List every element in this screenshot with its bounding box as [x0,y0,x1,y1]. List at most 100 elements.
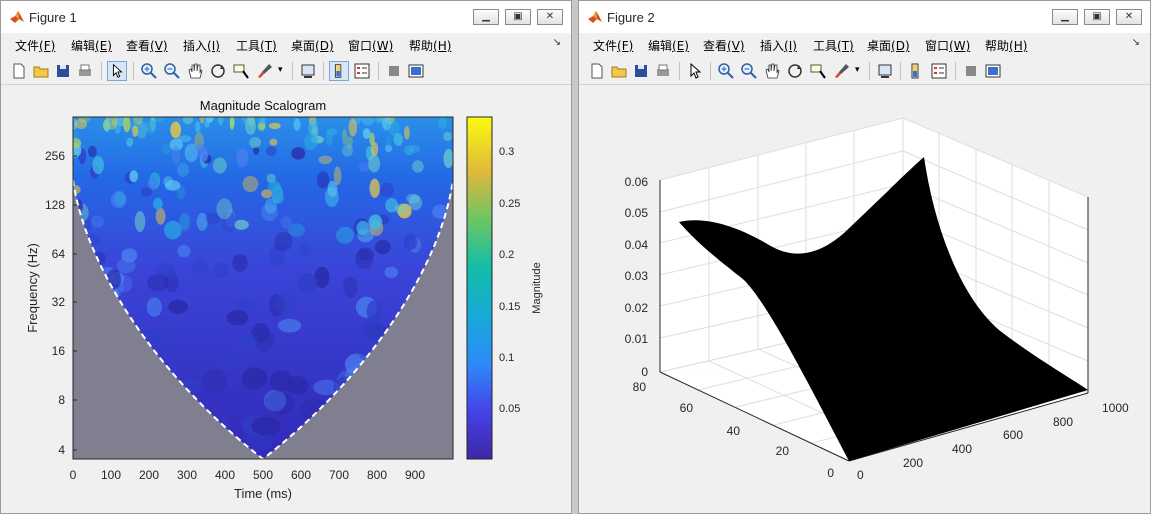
scalogram-blob [404,145,414,156]
legend-icon[interactable] [929,61,949,81]
menu-insert[interactable]: 插入(I) [760,39,797,53]
y-axis-label: Frequency (Hz) [25,243,40,333]
link-plot-icon[interactable] [298,61,318,81]
legend-icon[interactable] [352,61,372,81]
scalogram-blob [177,244,191,258]
scalogram-blob [176,185,186,200]
scalogram-blob [129,170,138,183]
minimize-button[interactable]: ▁ [473,9,499,25]
scalogram-blob [242,175,259,193]
print-icon[interactable] [653,61,673,81]
close-button[interactable]: ✕ [1116,9,1142,25]
edit-plot-button[interactable] [107,61,127,81]
maximize-button[interactable]: ▣ [1084,9,1110,25]
brush-dropdown-icon[interactable]: ▾ [855,65,860,75]
scalogram-blob [199,117,205,124]
link-plot-icon[interactable] [875,61,895,81]
scalogram-blob [249,137,261,148]
data-cursor-icon[interactable] [808,61,828,81]
menu-insert[interactable]: 插入(I) [183,39,220,53]
colorbar-button[interactable] [329,61,349,81]
zoom-out-icon[interactable] [162,61,182,81]
scalogram-blob [156,263,176,277]
scalogram-blob [385,135,392,147]
brush-icon[interactable] [832,61,852,81]
brush-dropdown-icon[interactable]: ▾ [278,65,283,75]
pan-icon[interactable] [762,61,782,81]
y-tick-label: 8 [58,393,65,407]
scalogram-blob [184,143,199,163]
menu-tools[interactable]: 工具(T) [236,39,277,53]
menu-dock-icon[interactable]: ↘ [1131,37,1140,48]
zoom-in-icon[interactable] [139,61,159,81]
hide-plot-tools-icon[interactable] [961,61,981,81]
menu-desktop[interactable]: 桌面(D) [291,39,334,53]
title-bar[interactable]: Figure 2 ▁ ▣ ✕ [579,1,1150,33]
scalogram-blob [226,310,249,326]
scalogram-blob [232,297,254,315]
scalogram-blob [225,209,236,228]
menu-dock-icon[interactable]: ↘ [552,37,561,48]
menu-help[interactable]: 帮助(H) [409,39,452,53]
menu-view[interactable]: 查看(V) [703,39,745,53]
scalogram-blob [397,203,412,219]
scalogram-blob [202,368,228,394]
menu-window[interactable]: 窗口(W) [925,39,971,53]
menu-file[interactable]: 文件(F) [15,39,56,53]
save-icon[interactable] [631,61,651,81]
scalogram-blob [237,333,257,350]
scalogram-blob [164,220,182,240]
colorbar[interactable] [466,116,493,460]
menu-edit[interactable]: 编辑(E) [71,39,112,53]
show-plot-tools-icon[interactable] [406,61,426,81]
zoom-in-icon[interactable] [716,61,736,81]
axes-box [72,116,454,460]
colorbar-icon[interactable] [906,61,926,81]
menu-help[interactable]: 帮助(H) [985,39,1028,53]
new-figure-icon[interactable] [587,61,607,81]
surface-mesh[interactable] [679,157,1088,461]
scalogram-blob [134,211,146,232]
z-tick-label: 0.03 [625,269,649,283]
pan-icon[interactable] [185,61,205,81]
rotate-3d-icon[interactable] [785,61,805,81]
save-icon[interactable] [53,61,73,81]
hide-plot-tools-icon[interactable] [384,61,404,81]
z-tick-label: 0.04 [625,238,649,252]
title-bar[interactable]: Figure 1 ▁ ▣ ✕ [1,1,571,33]
open-file-icon[interactable] [31,61,51,81]
menu-view[interactable]: 查看(V) [126,39,168,53]
x-tick-label: 300 [177,468,197,482]
scalogram-blob [162,144,172,155]
scalogram-blob [218,117,224,126]
menu-window[interactable]: 窗口(W) [348,39,394,53]
scalogram-blob [204,119,210,128]
colorbar-tick-label: 0.2 [499,249,514,261]
scalogram-blob [274,231,293,252]
rotate-3d-icon[interactable] [208,61,228,81]
zoom-out-icon[interactable] [739,61,759,81]
open-file-icon[interactable] [609,61,629,81]
scalogram-blob [261,203,278,221]
z-tick-label: 0 [641,365,648,379]
menu-tools[interactable]: 工具(T) [813,39,854,53]
menu-file[interactable]: 文件(F) [593,39,634,53]
print-icon[interactable] [75,61,95,81]
maximize-button[interactable]: ▣ [505,9,531,25]
menu-desktop[interactable]: 桌面(D) [867,39,910,53]
scalogram-blob [443,131,452,142]
minimize-button[interactable]: ▁ [1052,9,1078,25]
menu-edit[interactable]: 编辑(E) [648,39,689,53]
data-cursor-icon[interactable] [231,61,251,81]
x-tick-label: 900 [405,468,425,482]
scalogram-blob [257,121,266,131]
show-plot-tools-icon[interactable] [983,61,1003,81]
scalogram-blob [168,299,188,314]
new-figure-icon[interactable] [9,61,29,81]
scalogram-blob [169,138,183,151]
brush-icon[interactable] [255,61,275,81]
x-tick-label: 700 [329,468,349,482]
pointer-icon[interactable] [685,61,705,81]
close-button[interactable]: ✕ [537,9,563,25]
scalogram-blob [265,391,295,416]
